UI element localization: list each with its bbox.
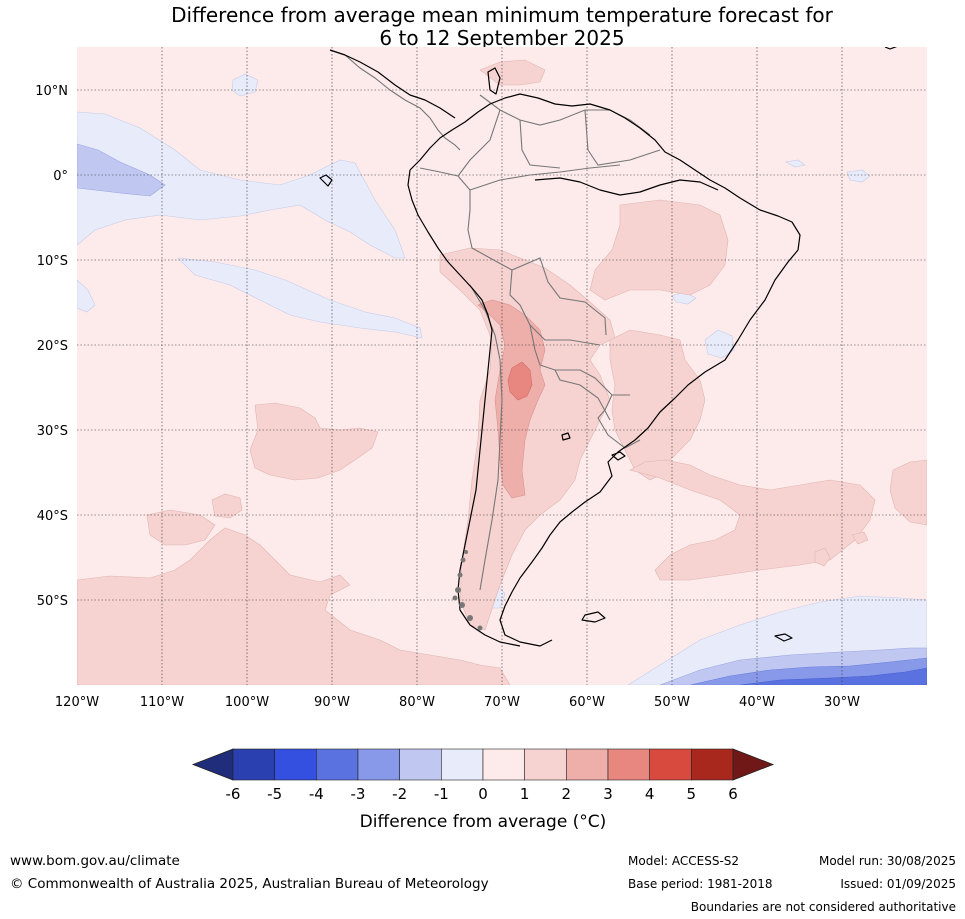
colorbar-tick-label: 2: [562, 785, 572, 803]
colorbar-tick-label: 4: [645, 785, 655, 803]
lat-label: 10°S: [37, 254, 68, 269]
anomaly-region-cool-pacific-south: [177, 257, 423, 339]
anomaly-region-cool-pacific: [77, 111, 406, 259]
title-line-1: Difference from average mean minimum tem…: [171, 3, 833, 27]
latitude-labels: 10°N 0° 10°S 20°S 30°S 40°S 50°S: [35, 84, 68, 609]
colorbar-segment: [691, 748, 734, 781]
longitude-labels: 120°W 110°W 100°W 90°W 80°W 70°W 60°W 50°W 40°W 3…: [55, 695, 860, 710]
anomaly-region-cool-west: [77, 279, 96, 313]
footer-url: www.bom.gov.au/climate: [10, 853, 180, 869]
colorbar-label: Difference from average (°C): [360, 812, 607, 832]
colorbar-tick-label: 3: [603, 785, 613, 803]
colorbar-segment: [649, 748, 692, 781]
colorbar-tick-label: 1: [520, 785, 530, 803]
colorbar-segment: [316, 748, 359, 781]
colorbar-tick-label: -4: [309, 785, 324, 803]
anomaly-region-warm-andes-3: [507, 361, 533, 401]
colorbar-arrow-high: [732, 748, 775, 781]
lon-label: 50°W: [654, 695, 690, 710]
colorbar-tick-label: -3: [351, 785, 366, 803]
footer-model-run: Model run: 30/08/2025: [819, 854, 956, 868]
lat-label: 50°S: [37, 594, 68, 609]
colorbar-tick-label: -2: [392, 785, 407, 803]
lon-label: 60°W: [569, 695, 605, 710]
colorbar-tick-label: 0: [478, 785, 488, 803]
anomaly-region-warm-atlantic-small-1: [814, 547, 831, 567]
lon-label: 120°W: [55, 695, 99, 710]
colorbar-segment: [607, 748, 650, 781]
anomaly-region-cool-tiny: [785, 159, 806, 168]
anomaly-region-warm-pacific-30s: [249, 402, 379, 481]
title-line-2: 6 to 12 September 2025: [379, 26, 625, 50]
colorbar-tick-label: 5: [687, 785, 697, 803]
anomaly-region-warm-andes-2: [477, 299, 546, 499]
lat-label: 0°: [53, 169, 68, 184]
lon-label: 80°W: [399, 695, 435, 710]
anomaly-region-warm-atlantic-small-2: [851, 531, 869, 545]
lat-label: 10°N: [35, 84, 68, 99]
anomaly-region-cool-atlantic-eq: [846, 169, 871, 183]
colorbar-tick-label: 6: [728, 785, 738, 803]
lat-label: 40°S: [37, 509, 68, 524]
colorbar-segment: [399, 748, 442, 781]
anomaly-region-warm-east-brazil: [609, 329, 706, 481]
colorbar-arrow-low: [191, 748, 234, 781]
lon-label: 100°W: [225, 695, 269, 710]
anomaly-region-warm-pacific-south: [77, 527, 511, 685]
footer-copyright: © Commonwealth of Australia 2025, Austra…: [10, 876, 489, 892]
colorbar-segment: [274, 748, 317, 781]
anomaly-region-warm-pacific-small: [211, 493, 243, 519]
country-borders: [329, 49, 661, 591]
lon-label: 90°W: [314, 695, 350, 710]
anomaly-region-cool-brazil-se: [704, 329, 735, 359]
anomaly-region-cool-south-atlantic-4: [739, 667, 927, 685]
footer-base-period: Base period: 1981-2018: [628, 877, 773, 891]
map-panel: [77, 47, 927, 685]
lat-label: 30°S: [37, 424, 68, 439]
anomaly-region-warm-caribbean: [479, 59, 546, 86]
footer-model: Model: ACCESS-S2: [628, 854, 739, 868]
colorbar: -6 -5 -4 -3 -2 -1 0 1 2 3 4 5 6: [191, 748, 775, 803]
footer-issued: Issued: 01/09/2025: [840, 877, 956, 891]
lat-label: 20°S: [37, 339, 68, 354]
map-title: Difference from average mean minimum tem…: [77, 4, 927, 50]
colorbar-segment: [524, 748, 567, 781]
colorbar-tick-label: -5: [267, 785, 282, 803]
colorbar-segment: [482, 748, 525, 781]
anomaly-region-cool-core: [77, 143, 166, 197]
anomaly-region-warm-south-atlantic: [629, 459, 876, 581]
anomaly-region-warm-amazon: [589, 199, 729, 301]
anomaly-region-warm-atlantic-east: [889, 459, 927, 526]
footer-disclaimer: Boundaries are not considered authoritat…: [691, 900, 956, 914]
archipelago-islands: [452, 550, 483, 631]
lon-label: 40°W: [739, 695, 775, 710]
colorbar-segment: [232, 748, 275, 781]
lon-label: 30°W: [824, 695, 860, 710]
colorbar-segment: [566, 748, 609, 781]
lon-label: 110°W: [140, 695, 184, 710]
graticule: [77, 47, 927, 685]
anomaly-region-warm-pacific-mid: [146, 509, 216, 546]
colorbar-tick-label: -6: [226, 785, 241, 803]
colorbar-segment: [357, 748, 400, 781]
colorbar-segment: [441, 748, 484, 781]
colorbar-tick-label: -1: [434, 785, 449, 803]
coastlines: [319, 47, 898, 647]
lon-label: 70°W: [484, 695, 520, 710]
